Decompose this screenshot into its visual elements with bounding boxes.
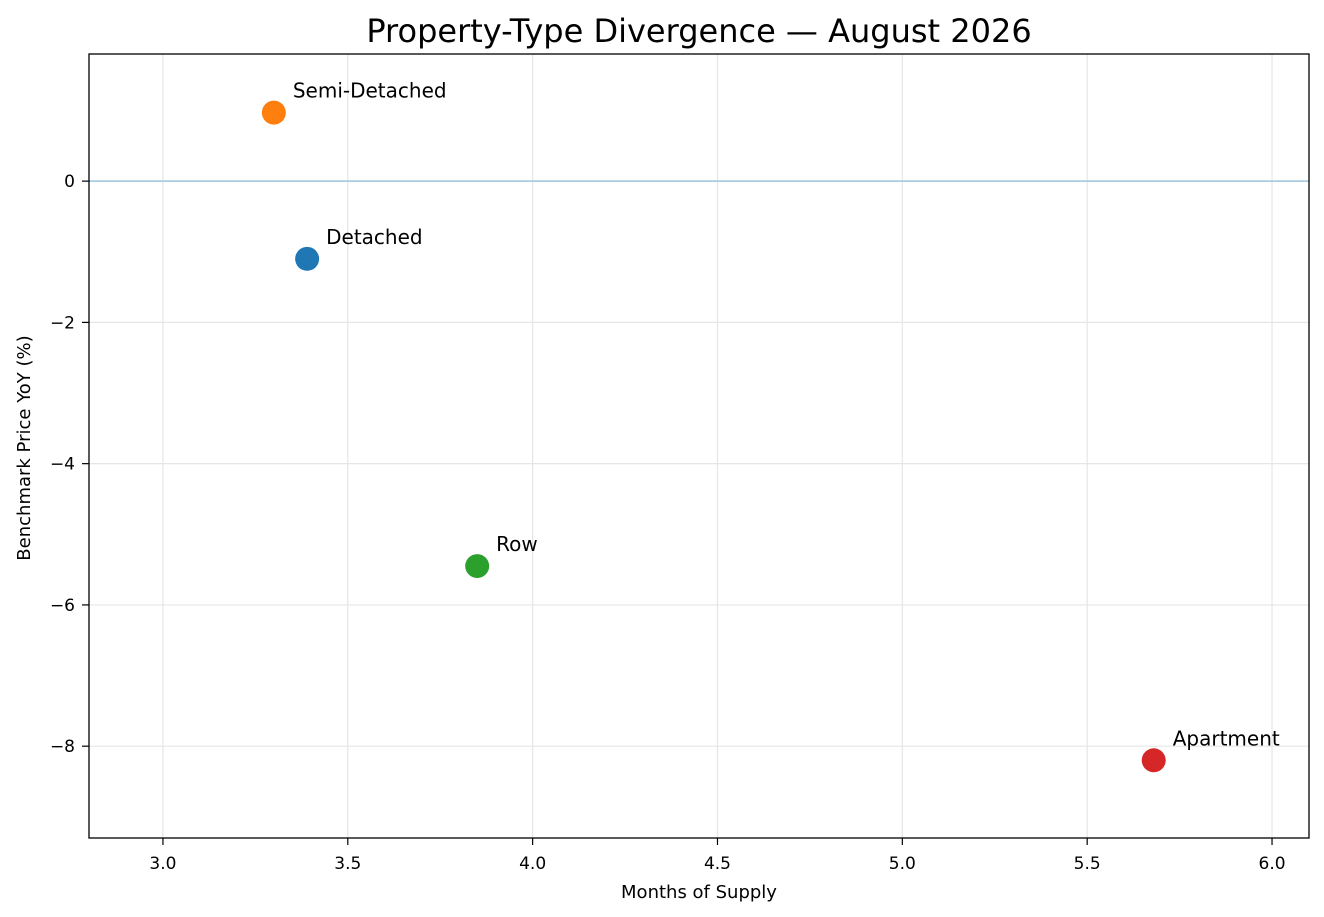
x-axis-ticks: 3.0 3.5 4.0 4.5 5.0 5.5 6.0 [149, 838, 1286, 874]
x-axis-label: Months of Supply [621, 882, 777, 903]
point-row [465, 554, 490, 579]
x-tick-label: 3.5 [334, 854, 361, 874]
x-tick-label: 5.5 [1074, 854, 1101, 874]
y-tick-label: −6 [50, 596, 75, 616]
point-apartment [1141, 748, 1166, 773]
y-axis-label: Benchmark Price YoY (%) [14, 335, 35, 560]
point-label-semi-detached: Semi-Detached [293, 79, 447, 103]
x-tick-label: 4.5 [704, 854, 731, 874]
point-label-apartment: Apartment [1173, 726, 1280, 750]
plot-area-frame [88, 53, 1310, 839]
point-labels: Detached Semi-Detached Row Apartment [293, 79, 1280, 751]
chart-title: Property-Type Divergence — August 2026 [366, 12, 1031, 50]
point-label-row: Row [496, 532, 538, 556]
point-semi-detached [261, 100, 286, 125]
y-axis-ticks: 0 −2 −4 −6 −8 [50, 172, 89, 757]
y-tick-label: −2 [50, 313, 75, 333]
x-tick-label: 5.0 [889, 854, 916, 874]
y-tick-label: 0 [64, 172, 75, 192]
y-tick-label: −4 [50, 455, 75, 475]
x-tick-label: 3.0 [149, 854, 176, 874]
point-label-detached: Detached [326, 225, 422, 249]
grid-lines [89, 54, 1309, 838]
x-tick-label: 4.0 [519, 854, 546, 874]
x-tick-label: 6.0 [1259, 854, 1286, 874]
point-detached [295, 246, 320, 271]
y-tick-label: −8 [50, 737, 75, 757]
data-points [261, 100, 1166, 773]
